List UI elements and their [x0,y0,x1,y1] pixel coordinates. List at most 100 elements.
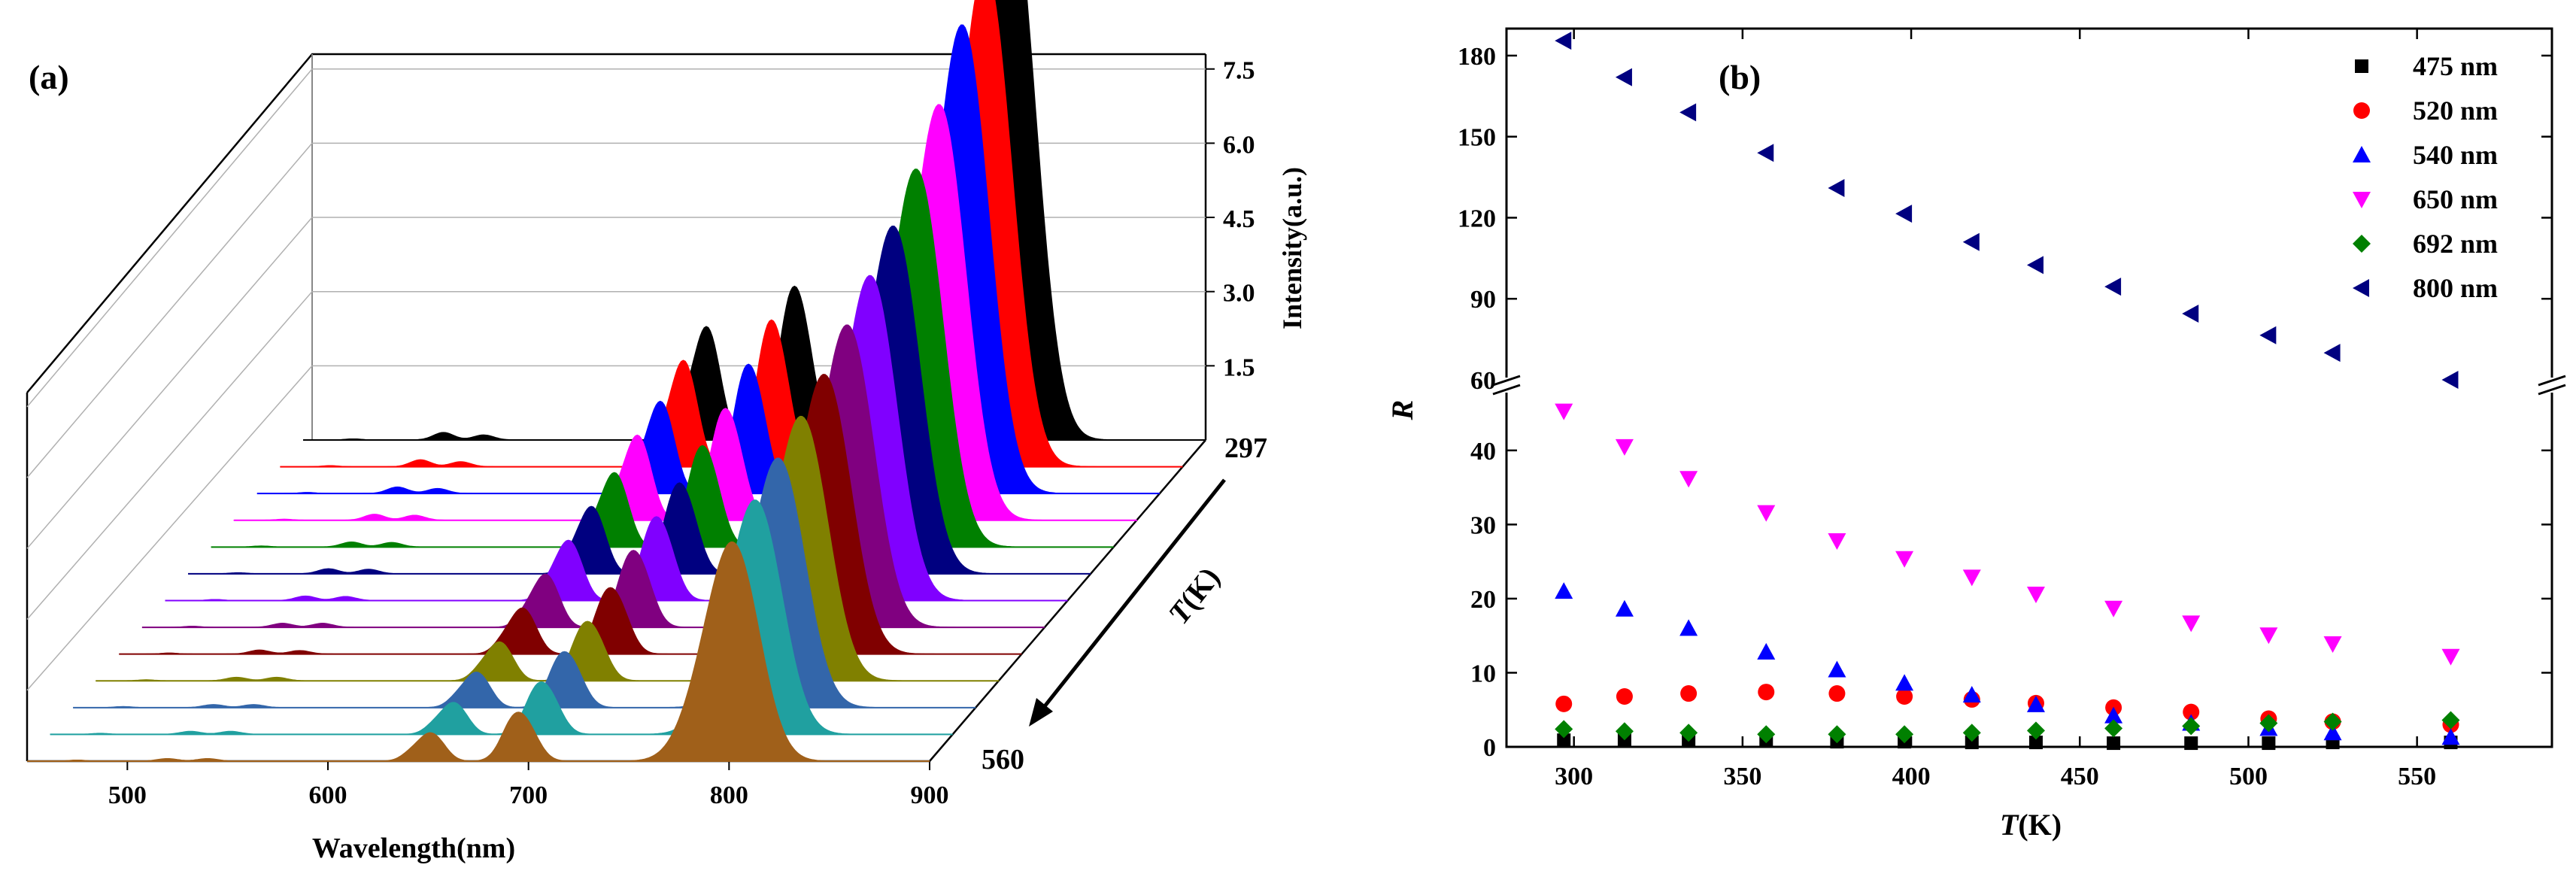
point-650-nm [1679,471,1698,488]
legend-label: 692 nm [2413,229,2498,259]
y-tick-label-b: 40 [1470,438,1496,466]
x-tick-label: 800 [710,781,748,809]
point-475-nm [1965,736,1979,750]
x-tick-label-b: 500 [2229,763,2268,790]
point-692-nm [2182,717,2201,736]
y-tick-label-b: 20 [1470,586,1496,614]
x-tick-label-b: 450 [2061,763,2099,790]
point-540-nm [2441,728,2460,745]
depth-axis-title: T(K) [1161,560,1226,630]
y-tick-label-b: 10 [1470,660,1496,687]
point-475-nm [2107,736,2121,751]
temperature-arrow [1040,478,1226,712]
point-800-nm [2026,256,2044,275]
point-520-nm [1896,687,1913,705]
point-520-nm [1758,684,1775,701]
temperature-arrow-head [1029,698,1053,727]
legend-marker [2353,279,2369,297]
legend-marker [2355,59,2368,73]
panel-a-label: (a) [29,58,69,96]
y-tick-label-b: 120 [1458,205,1496,232]
point-800-nm [1679,103,1697,122]
point-520-nm [1616,687,1633,705]
point-692-nm [1895,725,1914,744]
x-axis-title: Wavelength(nm) [312,833,515,864]
legend-marker [2353,146,2371,162]
point-650-nm [2182,615,2201,633]
point-800-nm [2104,278,2122,296]
point-650-nm [1895,551,1914,568]
y-tick-label-b: 60 [1470,367,1496,395]
point-692-nm [2259,714,2278,733]
x-tick-label-b: 300 [1555,763,1593,790]
panel-a-spectra-chart: (a) 1.5 3.0 4.5 6.0 7.5 500 600 700 800 900 Wavel… [26,0,1307,864]
point-540-nm [1615,599,1634,617]
point-800-nm [1895,205,1913,223]
panel-b-axes: 300 350 400 450 500 550 0 10 20 30 40 60 90 120 150 180 [1458,29,2566,790]
x-tick-label: 600 [309,781,347,809]
legend-label: 475 nm [2413,51,2498,81]
x-tick-label-b: 550 [2398,763,2436,790]
x-tick-label: 500 [108,781,147,809]
point-540-nm [1962,686,1981,703]
wall-gridline [26,365,313,691]
plot-frame [1505,27,2553,748]
legend: 475 nm 520 nm 540 nm 650 nm 692 nm 800 nm [2353,51,2498,303]
point-520-nm [1555,695,1573,712]
point-520-nm [2183,703,2200,721]
point-692-nm [1757,725,1776,744]
point-475-nm [2262,736,2276,751]
y-tick-label-b: 0 [1483,734,1496,762]
y-tick-label-b: 180 [1458,43,1496,71]
y-tick-label-b: 90 [1470,286,1496,314]
z-tick-label: 7.5 [1223,57,1255,85]
point-800-nm [1828,178,1845,197]
point-692-nm [2323,712,2342,731]
point-650-nm [1615,438,1634,456]
point-650-nm [1962,569,1981,587]
point-692-nm [1828,725,1846,744]
panel-a-spectra [27,0,1206,762]
x-tick-label-b: 400 [1892,763,1931,790]
point-800-nm [2182,304,2199,323]
point-800-nm [1615,68,1632,86]
point-650-nm [2259,627,2278,645]
legend-marker [2353,102,2370,119]
point-800-nm [2259,326,2277,344]
point-692-nm [2104,719,2123,738]
wall-gridline [26,142,313,478]
point-800-nm [2323,344,2341,363]
z-tick-label: 6.0 [1223,131,1255,159]
axis-break-mark [2538,375,2566,387]
legend-marker [2353,192,2371,208]
y-tick-label-b: 150 [1458,124,1496,152]
point-540-nm [2323,724,2342,741]
x-tick-label: 900 [911,781,949,809]
legend-label: 520 nm [2413,96,2498,126]
point-650-nm [2104,600,2123,617]
point-475-nm [2028,736,2043,750]
point-800-nm [1962,232,1980,251]
point-800-nm [1757,144,1774,162]
point-650-nm [2323,636,2342,654]
point-650-nm [1828,533,1846,551]
panel-b-ratio-chart: (b) 300 350 400 450 500 550 0 10 20 30 40 60 90 120 15… [1385,27,2566,842]
point-650-nm [1757,505,1776,522]
point-540-nm [2026,695,2045,712]
y-tick-label-b: 30 [1470,511,1496,539]
wall-gridline [26,217,313,549]
point-692-nm [1679,724,1698,742]
legend-marker [2353,235,2371,253]
panel-a-ticks: 1.5 3.0 4.5 6.0 7.5 500 600 700 800 900 [108,57,1255,809]
spectrum-560-K [27,541,930,762]
point-650-nm [2441,648,2460,666]
point-692-nm [2441,711,2460,730]
z-axis-title: Intensity(a.u.) [1277,167,1307,329]
wall-gridline [26,291,313,621]
point-540-nm [1828,660,1846,678]
legend-label: 800 nm [2413,273,2498,303]
legend-label: 540 nm [2413,140,2498,170]
z-tick-label: 4.5 [1223,205,1255,233]
wall-gridline [26,68,313,408]
